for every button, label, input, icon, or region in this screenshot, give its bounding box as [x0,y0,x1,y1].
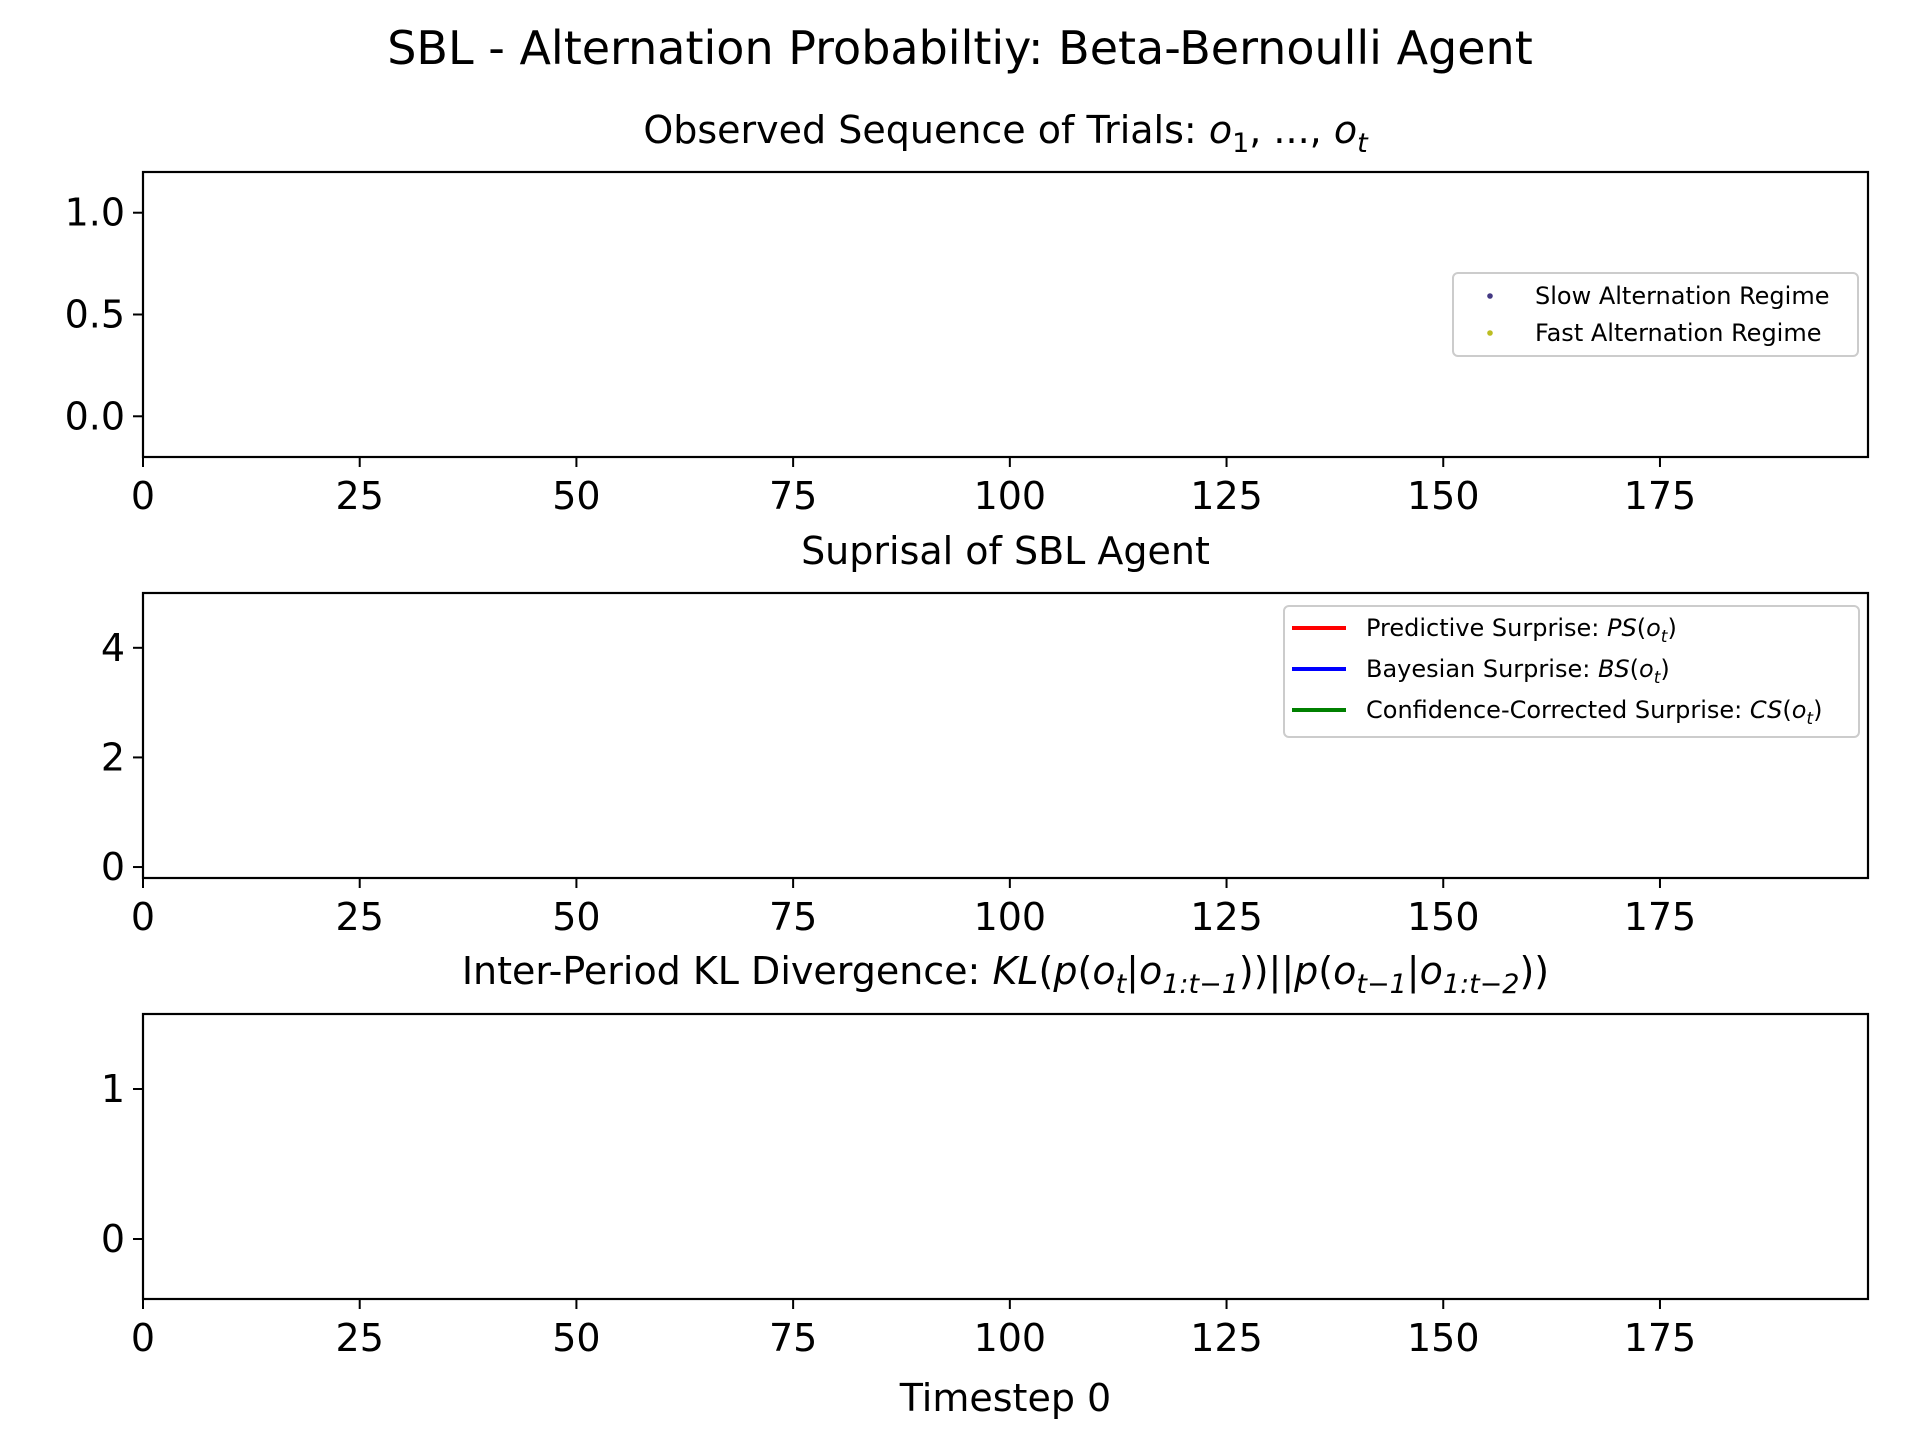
legend-marker [1487,330,1493,336]
x-tick-label: 75 [769,895,817,939]
y-tick-label: 0 [101,1217,125,1261]
axes-title: Suprisal of SBL Agent [801,529,1210,573]
axes-frame [141,1012,1870,1301]
y-tick-label: 0.0 [65,394,125,438]
x-tick-label: 100 [974,474,1047,518]
x-tick-label: 125 [1190,895,1263,939]
legend-label: Bayesian Surprise: BS(ot) [1366,655,1670,688]
surprisal-panel: Suprisal of SBL Agent 0 25 50 75 100 125 150 175… [101,529,1870,939]
axes-frame [141,591,1870,880]
x-tick-label: 0 [131,474,155,518]
x-tick-label: 125 [1190,1316,1263,1360]
x-tick-label: 50 [552,895,600,939]
x-tick-label: 50 [552,1316,600,1360]
x-tick-label: 150 [1407,1316,1480,1360]
x-tick-label: 25 [336,474,384,518]
kl-divergence-panel: Inter-Period KL Divergence: KL(p(ot|o1:t… [101,949,1870,1420]
observed-sequence-panel: Observed Sequence of Trials: o1, ..., ot… [65,108,1870,518]
x-tick-label: 150 [1407,474,1480,518]
x-tick-label: 175 [1624,1316,1697,1360]
legend-label: Slow Alternation Regime [1535,282,1829,310]
x-tick-label: 25 [336,1316,384,1360]
x-tick-label: 50 [552,474,600,518]
x-tick-label: 175 [1624,474,1697,518]
axes-title: Inter-Period KL Divergence: KL(p(ot|o1:t… [462,949,1549,1000]
legend-label: Fast Alternation Regime [1535,319,1822,347]
x-tick-label: 150 [1407,895,1480,939]
legend-marker [1487,293,1493,299]
y-tick-label: 1.0 [65,191,125,235]
legend: Predictive Surprise: PS(ot) Bayesian Surp… [1283,605,1860,738]
x-tick-label: 0 [131,895,155,939]
x-tick-label: 100 [974,1316,1047,1360]
x-tick-label: 100 [974,895,1047,939]
x-tick-label: 25 [336,895,384,939]
legend-frame [1452,272,1859,357]
y-tick-label: 4 [101,626,125,670]
y-tick-label: 0 [101,845,125,889]
axes-title: Observed Sequence of Trials: o1, ..., ot [643,108,1369,159]
x-tick-label: 0 [131,1316,155,1360]
x-tick-label: 75 [769,1316,817,1360]
x-axis-label: Timestep 0 [899,1376,1111,1420]
legend-label: Predictive Surprise: PS(ot) [1366,614,1677,647]
figure-suptitle: SBL - Alternation Probabiltiy: Beta-Bern… [387,21,1533,75]
legend-label: Confidence-Corrected Surprise: CS(ot) [1366,696,1822,729]
legend-frame [1283,605,1860,738]
x-tick-label: 75 [769,474,817,518]
legend: Slow Alternation Regime Fast Alternation … [1452,272,1859,357]
y-tick-label: 0.5 [65,293,125,337]
x-tick-label: 125 [1190,474,1263,518]
x-tick-label: 175 [1624,895,1697,939]
y-tick-label: 2 [101,735,125,779]
y-tick-label: 1 [101,1067,125,1111]
